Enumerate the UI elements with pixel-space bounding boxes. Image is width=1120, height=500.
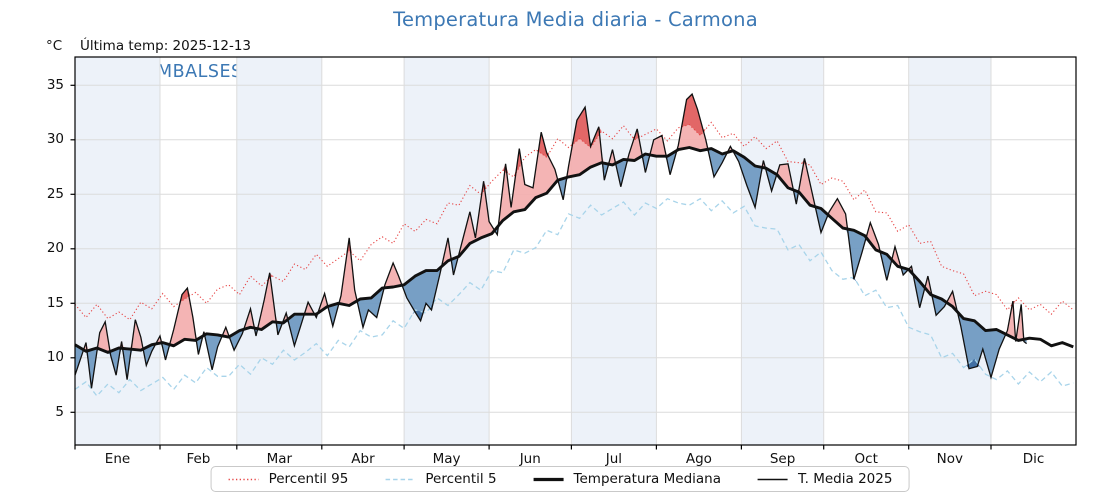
- y-tick-label: 20: [46, 240, 64, 257]
- x-tick-label: Jun: [519, 451, 541, 467]
- legend-label: Percentil 95: [268, 471, 349, 487]
- legend-item-percentil-95: Percentil 95: [228, 471, 349, 487]
- t-media-2025-line-icon: [758, 478, 788, 480]
- y-tick-label: 35: [46, 76, 64, 93]
- legend-item-mediana: Temperatura Mediana: [533, 471, 721, 487]
- x-tick-label: May: [432, 451, 461, 467]
- percentil-5-line-icon: [385, 478, 416, 480]
- chart-canvas: [70, 56, 1077, 450]
- y-tick-label: 15: [46, 294, 64, 311]
- y-tick-label: 30: [46, 131, 64, 148]
- x-tick-label: Ago: [685, 451, 712, 467]
- x-tick-label: Mar: [266, 451, 293, 467]
- legend-item-t-media-2025: T. Media 2025: [757, 471, 892, 487]
- y-tick-label: 25: [46, 185, 64, 202]
- x-tick-label: Sep: [769, 451, 796, 467]
- x-tick-label: Ene: [104, 451, 131, 467]
- page-title: Temperatura Media diaria - Carmona: [393, 8, 758, 31]
- plot-area: [70, 56, 1077, 450]
- legend-label: Temperatura Mediana: [573, 471, 721, 487]
- percentil-95-line-icon: [228, 478, 259, 480]
- x-tick-label: Oct: [854, 451, 878, 467]
- y-tick-label: 5: [55, 403, 64, 420]
- x-tick-label: Nov: [936, 451, 964, 467]
- legend-label: T. Media 2025: [798, 471, 893, 487]
- legend: Percentil 95 Percentil 5 Temperatura Med…: [210, 466, 910, 492]
- x-tick-label: Jul: [605, 451, 623, 467]
- legend-item-percentil-5: Percentil 5: [384, 471, 497, 487]
- last-temp-label: Última temp: 2025-12-13: [80, 38, 252, 54]
- y-tick-label: 10: [46, 349, 64, 366]
- legend-label: Percentil 5: [425, 471, 497, 487]
- x-tick-label: Dic: [1022, 451, 1045, 467]
- y-axis-unit-label: °C: [46, 38, 63, 54]
- x-tick-label: Abr: [351, 451, 375, 467]
- x-tick-label: Feb: [186, 451, 211, 467]
- mediana-line-icon: [533, 477, 564, 481]
